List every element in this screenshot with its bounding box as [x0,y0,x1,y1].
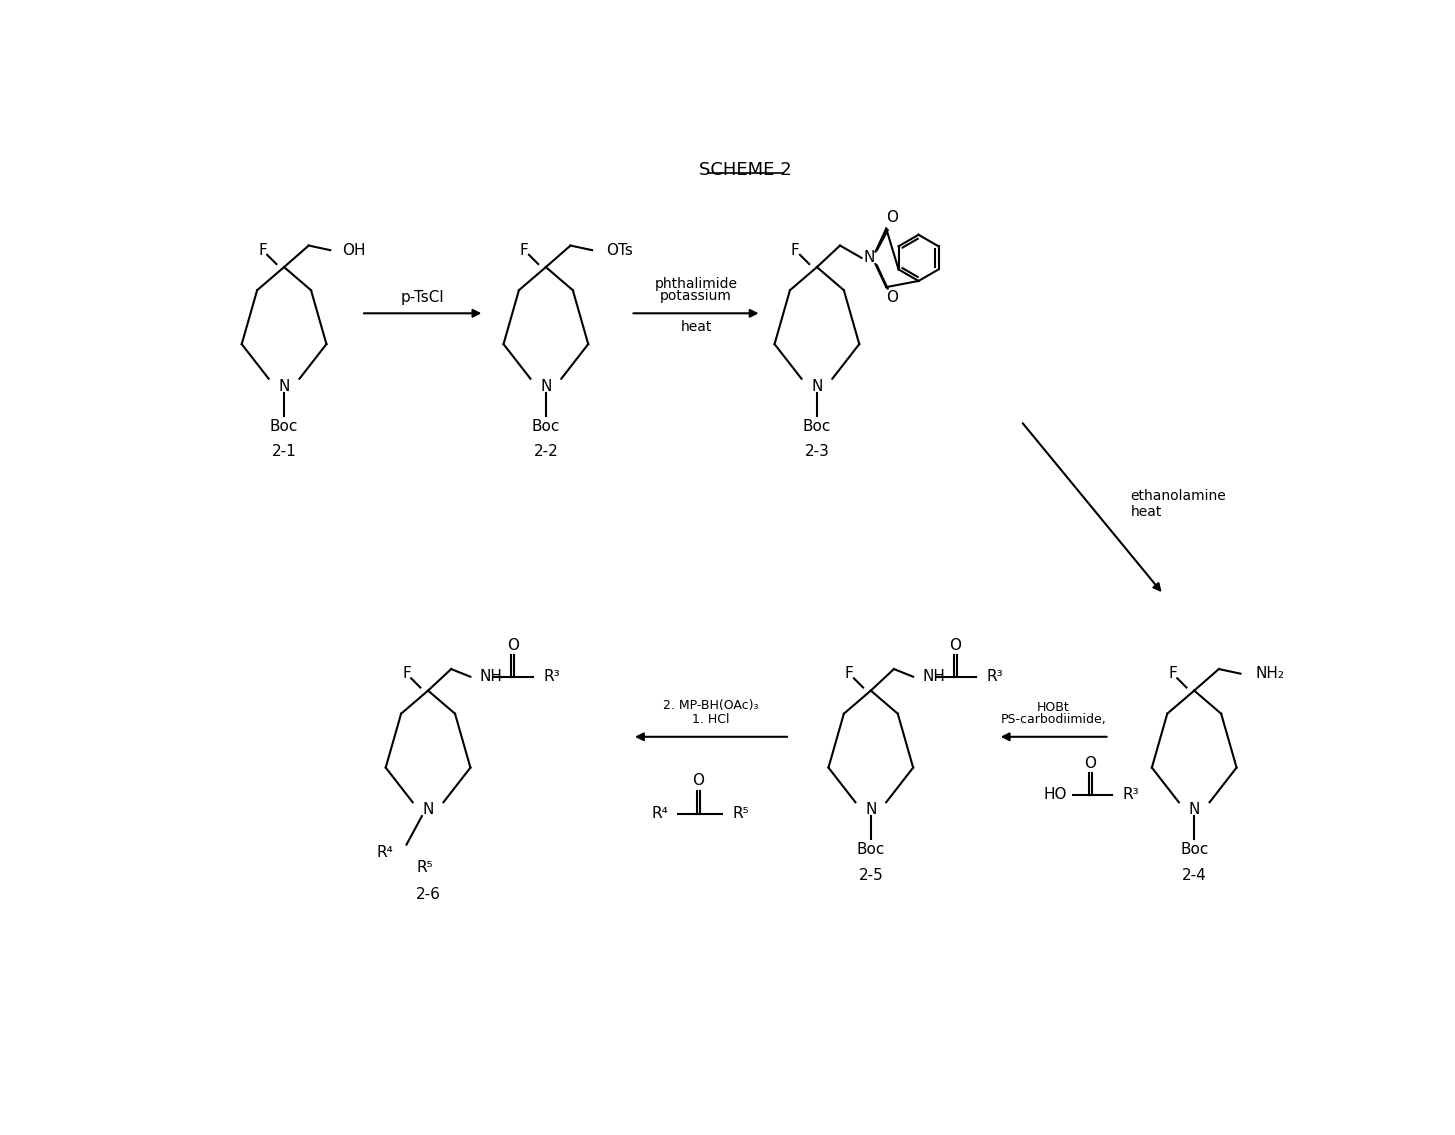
Text: N: N [812,379,822,394]
Text: F: F [258,243,266,258]
Text: N: N [278,379,290,394]
Text: potassium: potassium [661,289,732,303]
Text: Boc: Boc [803,419,831,434]
Text: NH: NH [922,670,946,684]
Text: 2-3: 2-3 [805,445,829,460]
Text: O: O [506,639,519,654]
Text: O: O [1084,756,1096,772]
Text: N: N [866,802,876,817]
Text: OTs: OTs [605,243,633,258]
Text: 2-5: 2-5 [858,868,883,883]
Text: NH₂: NH₂ [1256,666,1285,681]
Text: R⁴: R⁴ [377,844,393,860]
Text: Boc: Boc [1180,842,1209,857]
Text: R⁵: R⁵ [732,806,749,822]
Text: O: O [950,639,962,654]
Text: SCHEME 2: SCHEME 2 [698,161,792,179]
Text: N: N [1189,802,1200,817]
Text: R⁴: R⁴ [652,806,668,822]
Text: R³: R³ [1123,787,1139,802]
Text: 2. MP-BH(OAc)₃: 2. MP-BH(OAc)₃ [663,699,758,713]
Text: F: F [792,243,800,258]
Text: OH: OH [342,243,367,258]
Text: N: N [422,802,434,817]
Text: R³: R³ [544,670,560,684]
Text: R³: R³ [986,670,1002,684]
Text: F: F [402,666,410,681]
Text: Boc: Boc [269,419,298,434]
Text: F: F [1168,666,1177,681]
Text: Boc: Boc [531,419,560,434]
Text: 1. HCl: 1. HCl [693,714,729,726]
Text: NH: NH [480,670,502,684]
Text: Boc: Boc [857,842,885,857]
Text: HO: HO [1043,787,1067,802]
Text: heat: heat [681,320,711,334]
Text: PS-carbodiimide,: PS-carbodiimide, [1001,714,1106,726]
Text: O: O [886,210,898,226]
Text: F: F [845,666,854,681]
Text: F: F [519,243,528,258]
Text: HOBt: HOBt [1037,701,1069,714]
Text: 2-4: 2-4 [1181,868,1206,883]
Text: 2-1: 2-1 [272,445,297,460]
Text: N: N [540,379,551,394]
Text: N: N [864,251,874,266]
Text: O: O [886,291,898,305]
Text: 2-2: 2-2 [534,445,559,460]
Text: heat: heat [1131,505,1163,519]
Text: O: O [693,773,704,788]
Text: 2-6: 2-6 [416,888,441,902]
Text: R⁵: R⁵ [416,860,434,875]
Text: phthalimide: phthalimide [655,277,738,291]
Text: p-TsCl: p-TsCl [402,291,444,305]
Text: ethanolamine: ethanolamine [1131,489,1227,503]
